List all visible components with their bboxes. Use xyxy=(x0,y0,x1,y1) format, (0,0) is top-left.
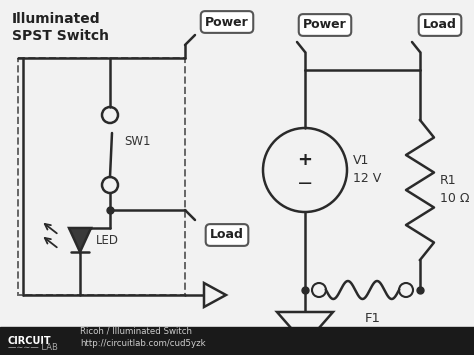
Polygon shape xyxy=(204,283,226,307)
Text: Load: Load xyxy=(210,229,244,241)
Text: F1: F1 xyxy=(365,312,381,325)
Text: Power: Power xyxy=(303,18,347,32)
Text: +: + xyxy=(298,151,312,169)
Bar xyxy=(0,327,474,355)
Polygon shape xyxy=(69,228,91,252)
Text: Ricoh / Illuminated Switch
http://circuitlab.com/cud5yzk: Ricoh / Illuminated Switch http://circui… xyxy=(80,326,206,348)
Text: SW1: SW1 xyxy=(124,135,151,148)
Polygon shape xyxy=(277,312,333,344)
Text: —∼∼— LAB: —∼∼— LAB xyxy=(8,344,58,353)
Text: Load: Load xyxy=(423,18,457,32)
Text: Illuminated
SPST Switch: Illuminated SPST Switch xyxy=(12,12,109,43)
Text: V1
12 V: V1 12 V xyxy=(353,154,381,186)
Text: Power: Power xyxy=(205,16,249,28)
Text: LED: LED xyxy=(96,234,119,246)
Text: −: − xyxy=(297,174,313,192)
Text: R1
10 Ω: R1 10 Ω xyxy=(440,175,470,206)
Text: CIRCUIT: CIRCUIT xyxy=(8,336,52,346)
